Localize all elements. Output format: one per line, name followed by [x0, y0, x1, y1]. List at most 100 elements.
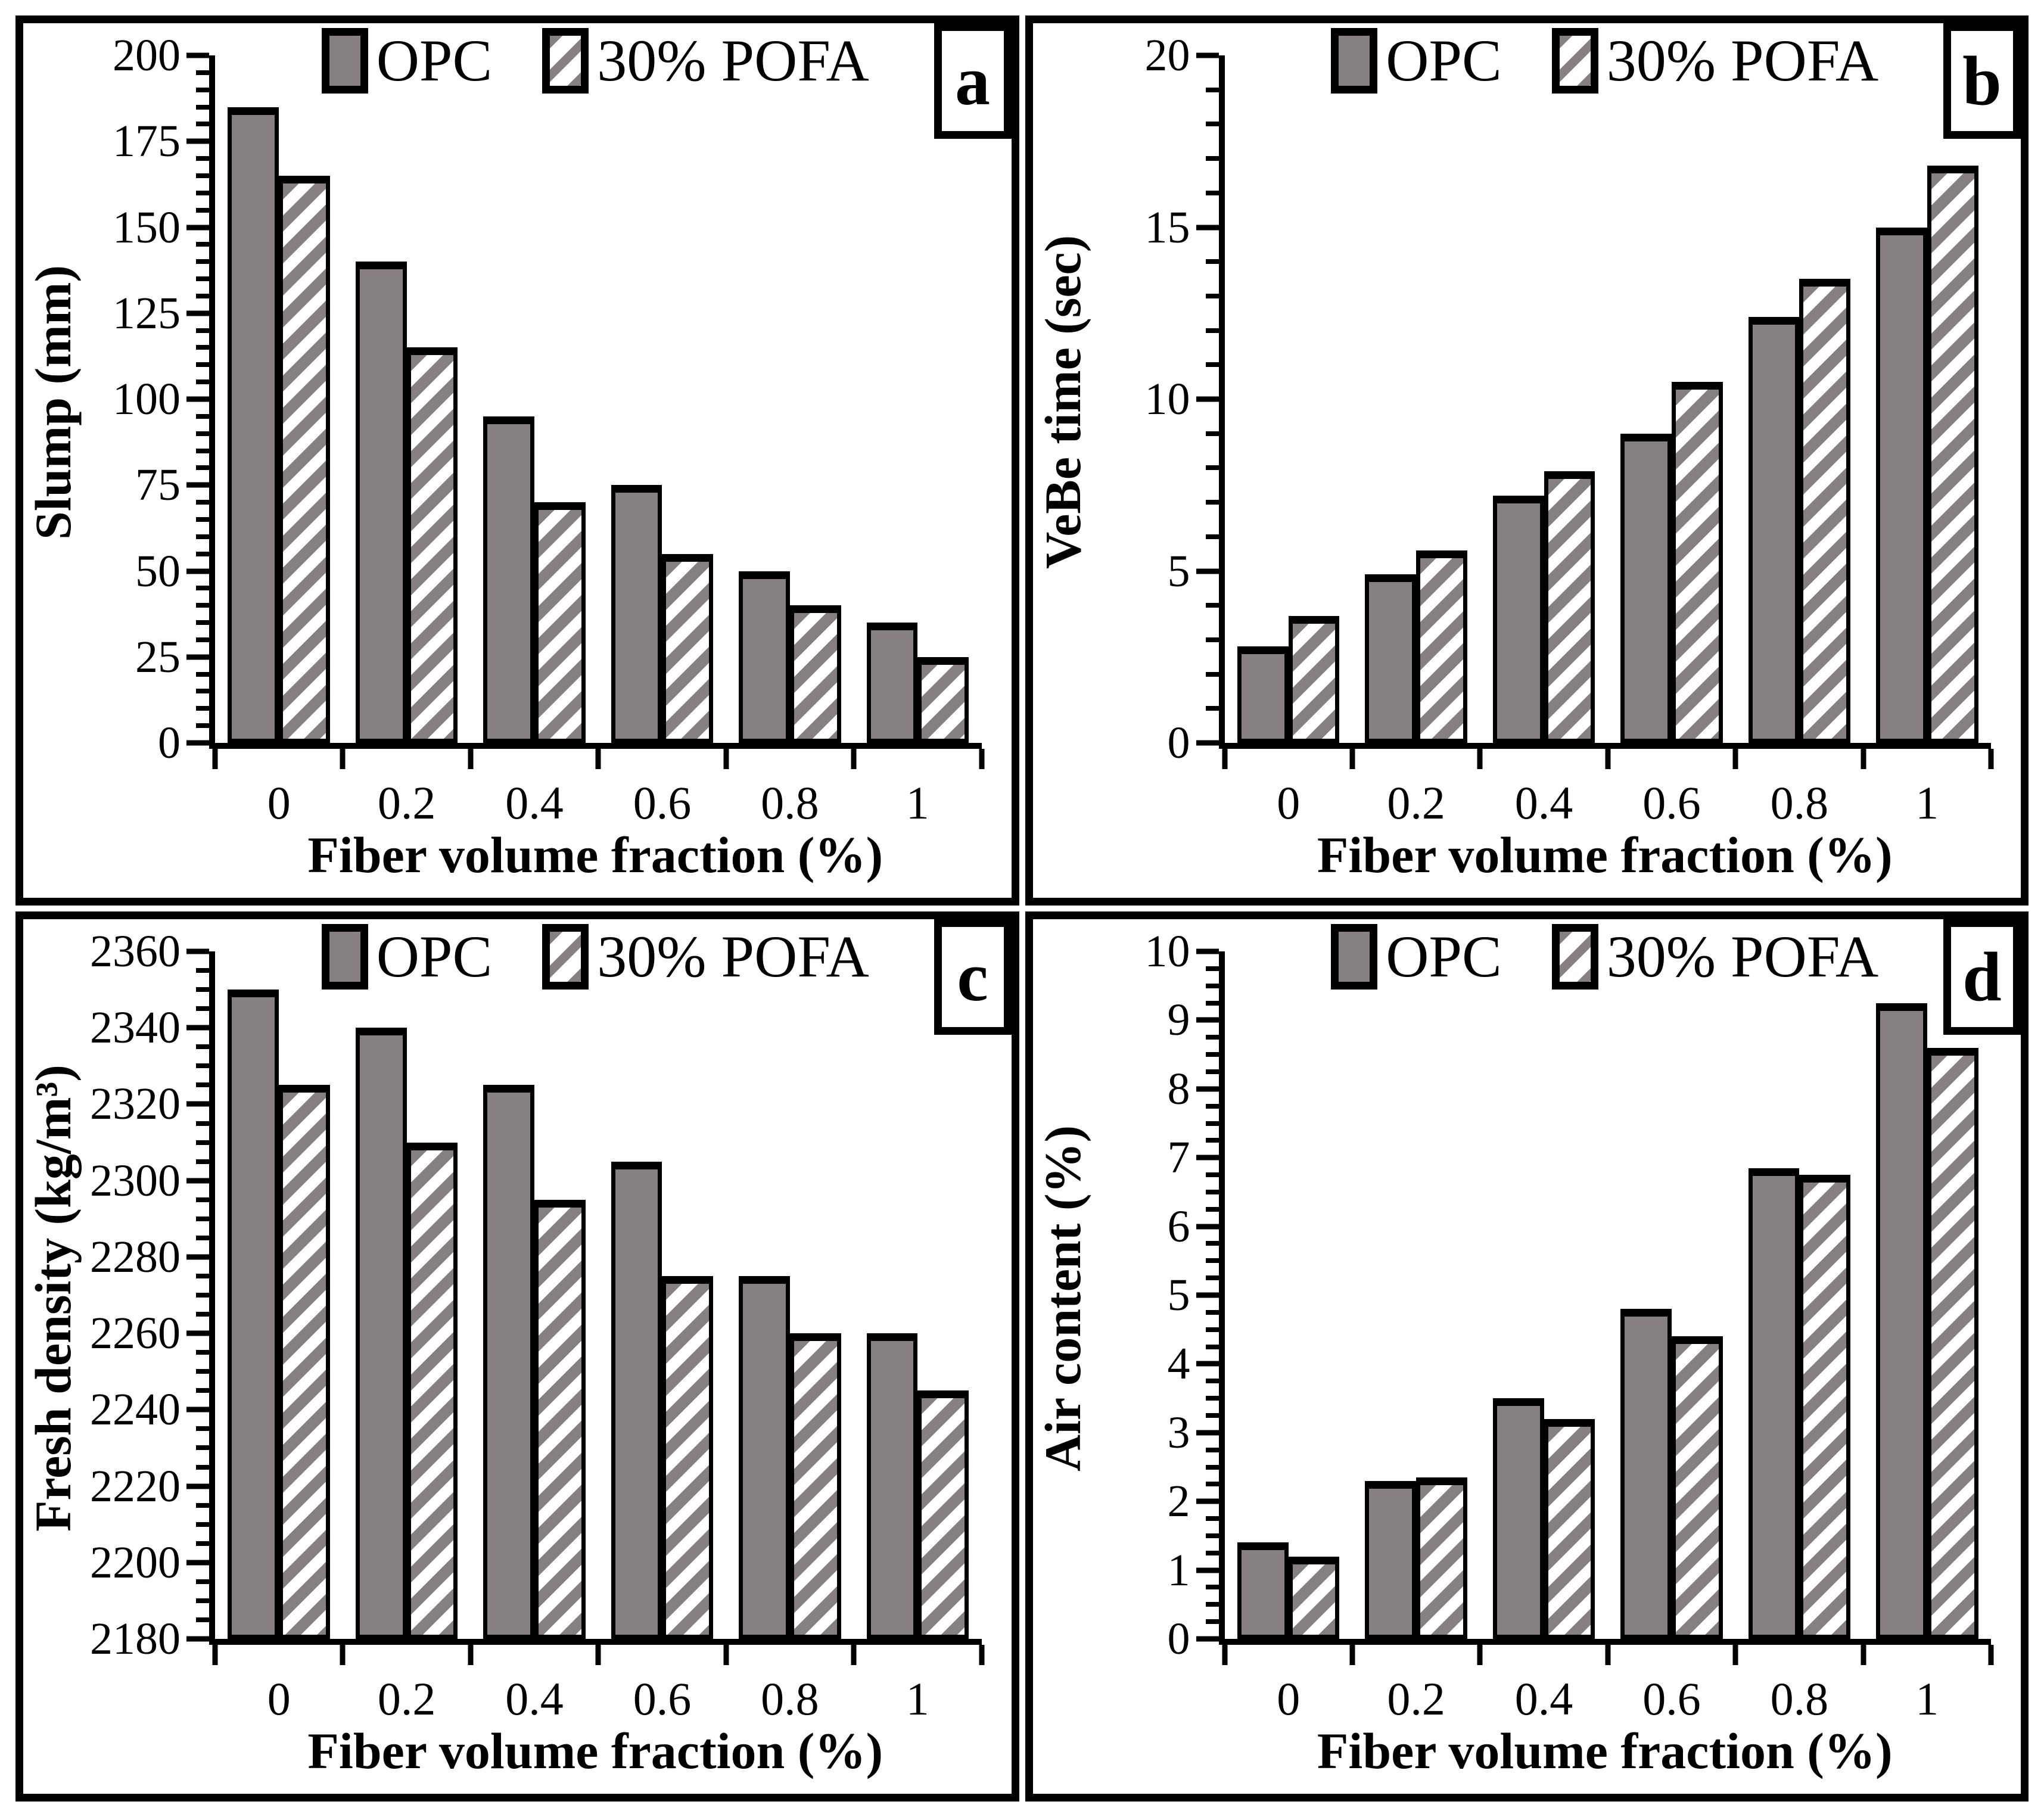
y-major-tick	[1196, 225, 1219, 230]
y-tick-label: 0	[158, 718, 181, 768]
y-minor-tick	[1205, 966, 1219, 971]
y-minor-tick	[196, 173, 209, 178]
bar-pofa-0.8	[1799, 279, 1851, 743]
y-minor-tick	[1205, 671, 1219, 677]
y-minor-tick	[1205, 603, 1219, 608]
x-tick	[979, 1645, 984, 1665]
x-tick	[979, 749, 984, 769]
y-major-tick	[186, 1254, 209, 1260]
y-minor-tick	[1205, 1052, 1219, 1057]
y-minor-tick	[1205, 1619, 1219, 1625]
y-minor-tick	[196, 1579, 209, 1584]
panel-b-vebe-time: VeBe time (sec) OPC 30% POFA b 0 5 10 15 20 0…	[1025, 15, 2029, 906]
x-tick-label: 0	[267, 777, 291, 829]
plot-area: 0 1 2 3 4 5 6 7 8 9 10 0 0.2 0.4 0.6 0.8 1	[1145, 929, 1994, 1722]
y-minor-tick	[196, 1617, 209, 1622]
x-tick-label: 1	[1915, 1673, 1939, 1725]
y-minor-tick	[196, 1235, 209, 1240]
y-minor-tick	[196, 259, 209, 265]
bar-pofa-0.6	[662, 553, 714, 743]
x-tick-label: 0	[1277, 777, 1301, 829]
x-tick-label: 0.2	[377, 1673, 436, 1725]
bar-opc-0	[228, 107, 279, 743]
legend-item-pofa: 30% POFA	[1551, 923, 1879, 990]
y-minor-tick	[196, 190, 209, 195]
y-major-tick	[1196, 52, 1219, 58]
y-minor-tick	[196, 1312, 209, 1317]
bar-pofa-0	[279, 175, 330, 743]
y-tick-label: 8	[1167, 1063, 1190, 1114]
y-minor-tick	[196, 1598, 209, 1603]
panel-a-slump: Slump (mm) OPC 30% POFA a 0 25 50 75 100 125 1…	[15, 15, 1019, 906]
bar-pofa-0.4	[534, 502, 586, 743]
legend-label-pofa: 30% POFA	[1606, 923, 1879, 990]
legend-label-opc: OPC	[1386, 27, 1502, 94]
y-major-tick	[1196, 1017, 1219, 1023]
bar-pofa-0	[279, 1085, 330, 1639]
y-tick-label: 2340	[90, 1003, 181, 1053]
bar-opc-0.2	[1365, 1480, 1417, 1639]
x-tick	[468, 1645, 474, 1665]
panel-c-fresh-density: Fresh density (kg/m³) OPC 30% POFA c 218…	[15, 911, 1019, 1802]
y-tick-label: 75	[135, 460, 181, 511]
y-minor-tick	[1205, 1206, 1219, 1212]
y-minor-tick	[1205, 1379, 1219, 1384]
y-minor-tick	[1205, 1103, 1219, 1109]
legend-item-opc: OPC	[321, 924, 492, 990]
x-axis-title: Fiber volume fraction (%)	[1317, 1722, 1893, 1779]
y-minor-tick	[196, 87, 209, 92]
y-minor-tick	[196, 1159, 209, 1164]
bar-pofa-0.4	[1544, 471, 1595, 743]
y-major-tick	[1196, 396, 1219, 402]
x-tick	[468, 749, 474, 769]
x-axis-title: Fiber volume fraction (%)	[307, 826, 883, 883]
panel-letter-box: a	[934, 23, 1012, 139]
y-tick-label: 20	[1144, 30, 1190, 80]
x-tick	[1988, 749, 1994, 769]
x-tick	[1861, 749, 1866, 769]
y-minor-tick	[196, 276, 209, 282]
y-minor-tick	[196, 987, 209, 992]
y-minor-tick	[196, 1121, 209, 1126]
x-tick	[1732, 749, 1738, 769]
y-major-tick	[186, 1330, 209, 1336]
bar-pofa-1	[917, 1390, 969, 1639]
y-tick-label: 0	[1167, 718, 1190, 768]
y-major-tick	[186, 52, 209, 58]
x-tick-label: 0.4	[1514, 777, 1573, 829]
x-tick-label: 0.6	[633, 777, 692, 829]
y-minor-tick	[1205, 1121, 1219, 1126]
panel-letter-text: c	[957, 938, 988, 1016]
y-minor-tick	[196, 1063, 209, 1069]
bar-opc-1	[866, 623, 918, 743]
legend-item-pofa: 30% POFA	[542, 28, 869, 94]
bar-pofa-0.6	[662, 1275, 714, 1639]
legend-item-opc: OPC	[1331, 924, 1502, 990]
y-minor-tick	[196, 156, 209, 161]
y-tick-label: 5	[1167, 1270, 1190, 1320]
y-tick-label: 175	[113, 116, 181, 167]
y-tick-label: 2220	[90, 1461, 181, 1511]
x-tick-label: 0	[267, 1673, 291, 1725]
y-minor-tick	[1205, 1412, 1219, 1418]
y-minor-tick	[1205, 1258, 1219, 1264]
x-tick	[723, 1645, 729, 1665]
bar-pofa-0.4	[1544, 1418, 1595, 1639]
y-minor-tick	[196, 70, 209, 75]
y-minor-tick	[1205, 1482, 1219, 1487]
x-tick	[723, 749, 729, 769]
bar-pofa-0.2	[1416, 1477, 1467, 1639]
bar-opc-1	[1876, 227, 1927, 743]
y-tick-label: 2200	[90, 1537, 181, 1588]
y-tick-label: 15	[1144, 202, 1190, 253]
legend-item-opc: OPC	[321, 28, 492, 94]
x-tick	[595, 1645, 601, 1665]
x-tick-label: 0.6	[1642, 1673, 1701, 1725]
y-minor-tick	[1205, 1533, 1219, 1538]
bar-opc-1	[1876, 1003, 1927, 1639]
y-minor-tick	[196, 603, 209, 608]
bar-pofa-0.2	[406, 347, 458, 743]
y-minor-tick	[196, 1445, 209, 1451]
y-tick-label: 5	[1167, 546, 1190, 596]
